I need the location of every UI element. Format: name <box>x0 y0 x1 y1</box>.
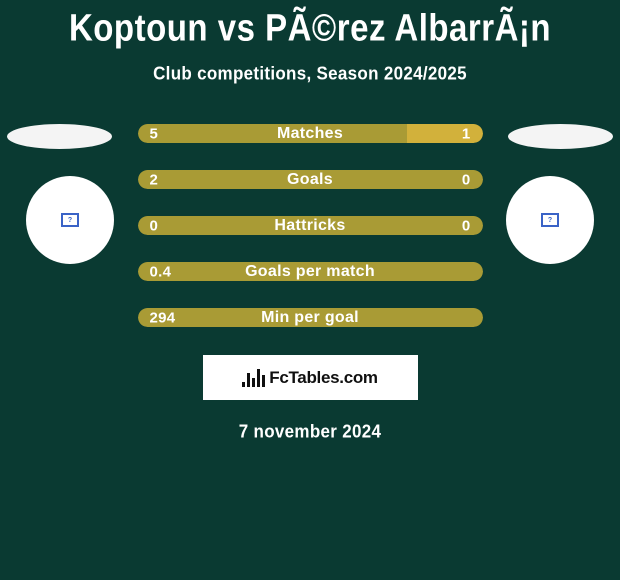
stats-container: 5 1 Matches 2 0 Goals 0 0 Hattricks 0.4 Goals per … <box>138 124 483 327</box>
stat-label: Matches <box>277 125 343 143</box>
stat-value-left: 294 <box>150 309 176 326</box>
subtitle: Club competitions, Season 2024/2025 <box>0 63 620 85</box>
stat-value-right: 0 <box>462 217 471 234</box>
stat-row: 5 1 Matches <box>138 124 483 143</box>
player-shirt-icon-right: ? <box>541 213 559 227</box>
stat-label: Goals <box>287 171 333 189</box>
stat-value-right: 0 <box>462 171 471 188</box>
stat-bar-right <box>407 124 483 143</box>
stat-value-left: 2 <box>150 171 159 188</box>
logo-bar <box>257 369 260 387</box>
player-badge-ellipse-right <box>508 124 613 149</box>
stat-value-left: 0 <box>150 217 159 234</box>
logo-bar <box>242 382 245 387</box>
stat-value-left: 5 <box>150 125 159 142</box>
stat-label: Goals per match <box>245 263 375 281</box>
page-title: Koptoun vs PÃ©rez AlbarrÃ¡n <box>0 0 620 49</box>
player-badge-ellipse-left <box>7 124 112 149</box>
stat-value-left: 0.4 <box>150 263 172 280</box>
fctables-logo: FcTables.com <box>203 355 418 400</box>
logo-bar <box>252 378 255 387</box>
player-badge-right: ? <box>506 176 594 264</box>
stat-label: Min per goal <box>261 309 359 327</box>
stat-label: Hattricks <box>274 217 345 235</box>
stat-row: 0.4 Goals per match <box>138 262 483 281</box>
player-badge-left: ? <box>26 176 114 264</box>
logo-bar <box>262 375 265 387</box>
fctables-bars-icon <box>242 369 265 387</box>
player-shirt-icon-left: ? <box>61 213 79 227</box>
date-text: 7 november 2024 <box>0 421 620 443</box>
fctables-logo-text: FcTables.com <box>269 368 378 388</box>
stat-row: 294 Min per goal <box>138 308 483 327</box>
stat-row: 2 0 Goals <box>138 170 483 189</box>
stat-bar-left <box>138 124 407 143</box>
logo-bar <box>247 373 250 387</box>
stat-row: 0 0 Hattricks <box>138 216 483 235</box>
stat-value-right: 1 <box>462 125 471 142</box>
